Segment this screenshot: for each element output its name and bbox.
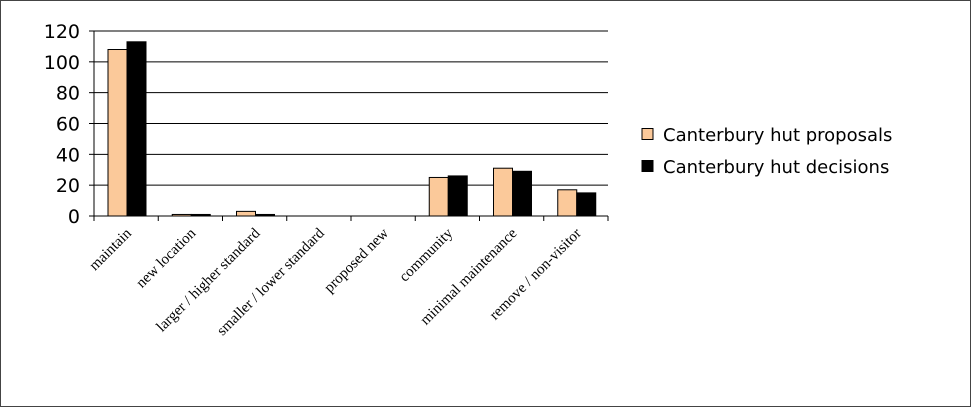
y-tick-label: 20 — [56, 175, 80, 197]
y-tick-label: 0 — [68, 206, 80, 228]
legend: Canterbury hut proposals Canterbury hut d… — [641, 125, 892, 178]
y-tick-label: 40 — [56, 144, 80, 166]
y-tick-label: 60 — [56, 114, 80, 136]
bar — [557, 189, 578, 217]
y-axis: 0 20 40 60 80 100 120 — [44, 21, 95, 228]
y-tick-label: 120 — [44, 21, 80, 43]
legend-label: Canterbury hut decisions — [663, 157, 889, 178]
x-tick-label: community — [397, 225, 457, 285]
y-tick-label: 80 — [56, 83, 80, 105]
bar — [107, 49, 128, 217]
x-tick-label: larger / higher standard — [154, 225, 264, 335]
legend-swatch — [641, 128, 654, 140]
x-tick-label: maintain — [87, 225, 136, 274]
bar — [576, 192, 597, 217]
bar — [428, 176, 449, 217]
x-tick-label: new location — [133, 225, 199, 291]
legend-swatch — [641, 160, 654, 172]
x-tick-label: proposed new — [321, 225, 392, 296]
x-tick-label: smaller / lower standard — [214, 225, 328, 339]
bar — [236, 210, 256, 217]
legend-label: Canterbury hut proposals — [663, 125, 892, 146]
bar — [512, 170, 532, 217]
bar — [447, 175, 468, 217]
bar — [126, 41, 147, 217]
gridlines — [94, 30, 608, 186]
bars — [107, 41, 597, 217]
bar — [493, 167, 513, 217]
y-tick-label: 100 — [44, 52, 80, 74]
